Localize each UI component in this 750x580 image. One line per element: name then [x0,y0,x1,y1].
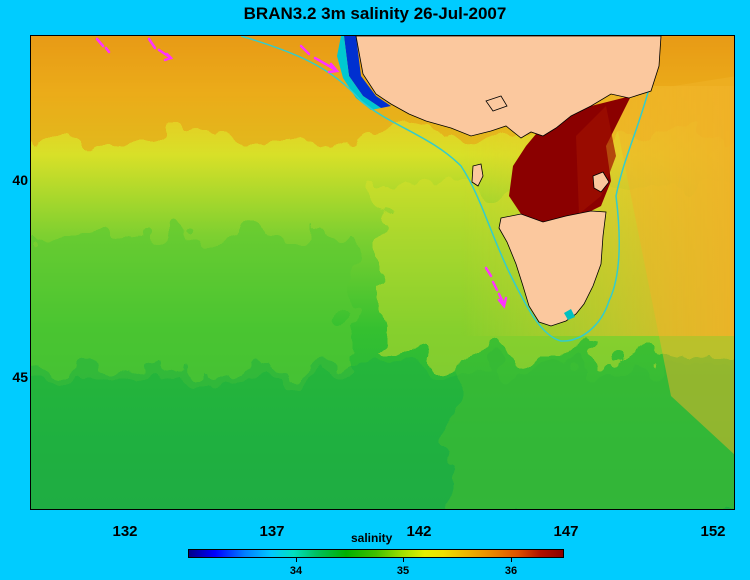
x-tick-label: 137 [259,523,285,540]
colorbar-tick-label: 35 [396,565,410,577]
flinders-island [592,171,610,193]
mainland-australia [355,36,662,139]
x-tick-label: 152 [700,523,726,540]
colorbar-title: salinity [351,531,393,545]
king-island [471,163,484,187]
salinity-colorbar [188,549,564,558]
colorbar-tick [511,558,512,562]
x-tick-label: 132 [112,523,138,540]
x-tick-label: 142 [406,523,432,540]
spencer-gulf-island [485,95,508,112]
salinity-map [30,35,735,510]
contour-line [240,36,660,342]
y-tick-label: 45 [12,369,28,385]
x-tick-label: 147 [553,523,579,540]
y-tick-label: 40 [12,172,28,188]
colorbar-tick [403,558,404,562]
map-title: BRAN3.2 3m salinity 26-Jul-2007 [243,4,507,23]
current-arrows [95,37,508,309]
colorbar-tick [296,558,297,562]
tasmania [498,210,607,327]
coastal-low-salinity [344,36,391,108]
colorbar-tick-label: 34 [289,565,303,577]
colorbar-tick-label: 36 [504,565,518,577]
